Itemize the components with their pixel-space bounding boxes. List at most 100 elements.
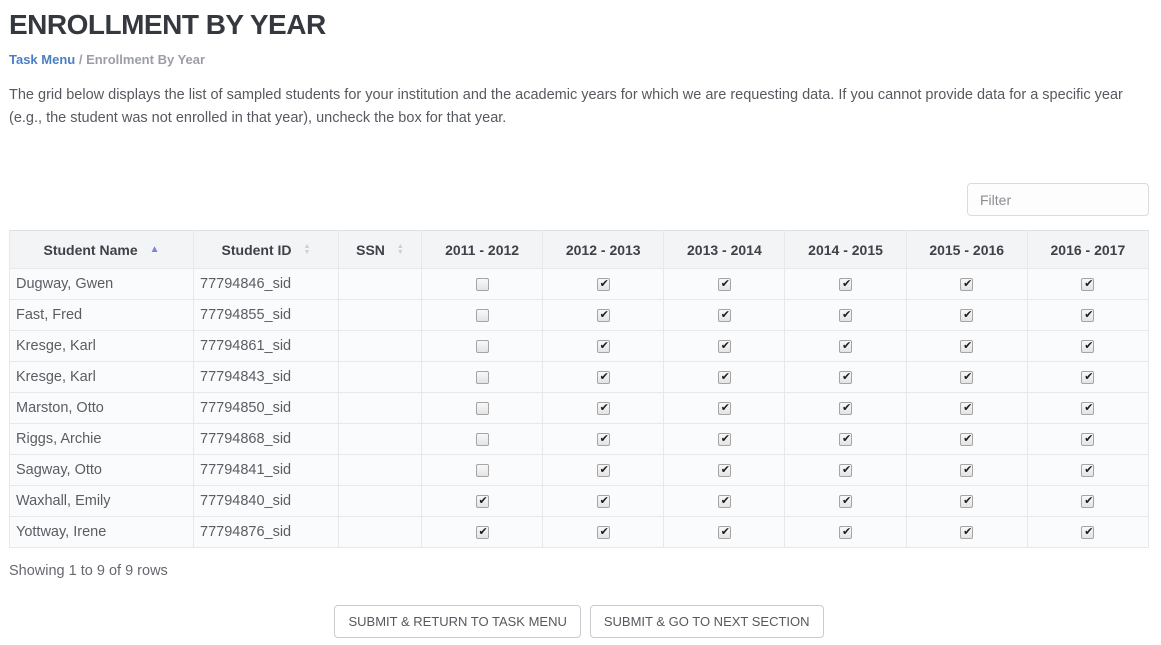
- checkbox-checked[interactable]: [717, 308, 732, 322]
- checkbox-checked[interactable]: [596, 308, 611, 322]
- checkbox-checked[interactable]: [596, 525, 611, 539]
- checkbox-unchecked[interactable]: [475, 401, 489, 415]
- checkbox-checked[interactable]: [717, 370, 732, 384]
- table-row: Riggs, Archie 77794868_sid: [9, 423, 1150, 455]
- student-id-cell: 77794841_sid: [193, 454, 339, 486]
- year-checkbox-cell: [905, 516, 1028, 548]
- checkbox-checked[interactable]: [717, 401, 732, 415]
- column-header-student-name[interactable]: Student Name ▲: [9, 230, 194, 269]
- student-id-cell: 77794868_sid: [193, 423, 339, 455]
- checkbox-unchecked[interactable]: [475, 277, 489, 291]
- student-id-cell: 77794876_sid: [193, 516, 339, 548]
- checkbox-checked[interactable]: [839, 463, 853, 477]
- column-header-2015-2016: 2015 - 2016: [905, 230, 1028, 269]
- year-checkbox-cell: [905, 330, 1028, 362]
- checkbox-unchecked[interactable]: [475, 463, 489, 477]
- checkbox-checked[interactable]: [596, 401, 611, 415]
- checkbox-checked[interactable]: [475, 494, 490, 508]
- checkbox-checked[interactable]: [960, 370, 974, 384]
- breadcrumb-link-task-menu[interactable]: Task Menu: [9, 52, 76, 67]
- year-checkbox-cell: [905, 299, 1028, 331]
- checkbox-checked[interactable]: [1081, 401, 1095, 415]
- checkbox-checked[interactable]: [1081, 432, 1095, 446]
- checkbox-checked[interactable]: [839, 370, 853, 384]
- sort-both-icon[interactable]: ▲ ▼: [396, 242, 404, 256]
- checkbox-checked[interactable]: [960, 525, 974, 539]
- submit-return-task-menu-button[interactable]: SUBMIT & RETURN TO TASK MENU: [334, 605, 581, 638]
- checkbox-checked[interactable]: [596, 463, 611, 477]
- student-id-cell: 77794840_sid: [193, 485, 339, 517]
- student-id-cell: 77794846_sid: [193, 268, 339, 300]
- table-row: Yottway, Irene 77794876_sid: [9, 516, 1150, 548]
- year-checkbox-cell: [784, 392, 907, 424]
- checkbox-checked[interactable]: [1081, 370, 1095, 384]
- year-checkbox-cell: [542, 454, 665, 486]
- checkbox-checked[interactable]: [839, 339, 853, 353]
- year-checkbox-cell: [905, 423, 1028, 455]
- year-checkbox-cell: [1026, 361, 1150, 393]
- checkbox-checked[interactable]: [960, 277, 974, 291]
- checkbox-checked[interactable]: [717, 277, 732, 291]
- checkbox-checked[interactable]: [839, 277, 853, 291]
- sort-both-icon[interactable]: ▲ ▼: [303, 242, 311, 256]
- year-checkbox-cell: [784, 516, 907, 548]
- checkbox-checked[interactable]: [960, 401, 974, 415]
- table-row: Fast, Fred 77794855_sid: [9, 299, 1150, 331]
- table-row: Kresge, Karl 77794861_sid: [9, 330, 1150, 362]
- checkbox-checked[interactable]: [1081, 494, 1095, 508]
- year-checkbox-cell: [784, 299, 907, 331]
- table-row: Dugway, Gwen 77794846_sid: [9, 268, 1150, 300]
- column-header-2011-2012: 2011 - 2012: [420, 230, 544, 269]
- year-checkbox-cell: [1026, 516, 1150, 548]
- column-header-label: Student Name: [43, 241, 138, 258]
- column-header-student-id[interactable]: Student ID ▲ ▼: [193, 230, 339, 269]
- column-header-2012-2013: 2012 - 2013: [542, 230, 665, 269]
- checkbox-checked[interactable]: [596, 370, 611, 384]
- checkbox-checked[interactable]: [596, 339, 611, 353]
- year-checkbox-cell: [420, 392, 544, 424]
- year-checkbox-cell: [663, 361, 786, 393]
- checkbox-unchecked[interactable]: [475, 370, 489, 384]
- checkbox-checked[interactable]: [1081, 339, 1095, 353]
- checkbox-checked[interactable]: [475, 525, 490, 539]
- checkbox-checked[interactable]: [960, 494, 974, 508]
- ssn-cell: [338, 454, 422, 486]
- checkbox-checked[interactable]: [960, 339, 974, 353]
- year-checkbox-cell: [663, 423, 786, 455]
- submit-next-section-button[interactable]: SUBMIT & GO TO NEXT SECTION: [589, 605, 824, 638]
- year-checkbox-cell: [784, 330, 907, 362]
- checkbox-checked[interactable]: [839, 308, 853, 322]
- checkbox-checked[interactable]: [960, 432, 974, 446]
- column-header-ssn[interactable]: SSN ▲ ▼: [338, 230, 422, 269]
- year-checkbox-cell: [542, 423, 665, 455]
- checkbox-checked[interactable]: [596, 494, 611, 508]
- ssn-cell: [338, 361, 422, 393]
- checkbox-unchecked[interactable]: [475, 339, 489, 353]
- checkbox-checked[interactable]: [1081, 525, 1095, 539]
- year-checkbox-cell: [420, 268, 544, 300]
- checkbox-checked[interactable]: [960, 308, 974, 322]
- checkbox-checked[interactable]: [839, 494, 853, 508]
- checkbox-checked[interactable]: [717, 494, 732, 508]
- checkbox-checked[interactable]: [717, 339, 732, 353]
- checkbox-unchecked[interactable]: [475, 308, 489, 322]
- checkbox-checked[interactable]: [960, 463, 974, 477]
- checkbox-checked[interactable]: [717, 525, 732, 539]
- student-name-cell: Waxhall, Emily: [9, 485, 194, 517]
- checkbox-checked[interactable]: [839, 525, 853, 539]
- checkbox-checked[interactable]: [596, 432, 611, 446]
- checkbox-checked[interactable]: [717, 463, 732, 477]
- checkbox-checked[interactable]: [596, 277, 611, 291]
- column-header-label: SSN: [356, 241, 385, 258]
- checkbox-checked[interactable]: [717, 432, 732, 446]
- checkbox-checked[interactable]: [839, 401, 853, 415]
- checkbox-checked[interactable]: [1081, 277, 1095, 291]
- checkbox-unchecked[interactable]: [475, 432, 489, 446]
- checkbox-checked[interactable]: [1081, 463, 1095, 477]
- table-row: Sagway, Otto 77794841_sid: [9, 454, 1150, 486]
- sort-ascending-icon[interactable]: ▲: [149, 243, 160, 255]
- checkbox-checked[interactable]: [1081, 308, 1095, 322]
- checkbox-checked[interactable]: [839, 432, 853, 446]
- filter-input[interactable]: [967, 183, 1149, 216]
